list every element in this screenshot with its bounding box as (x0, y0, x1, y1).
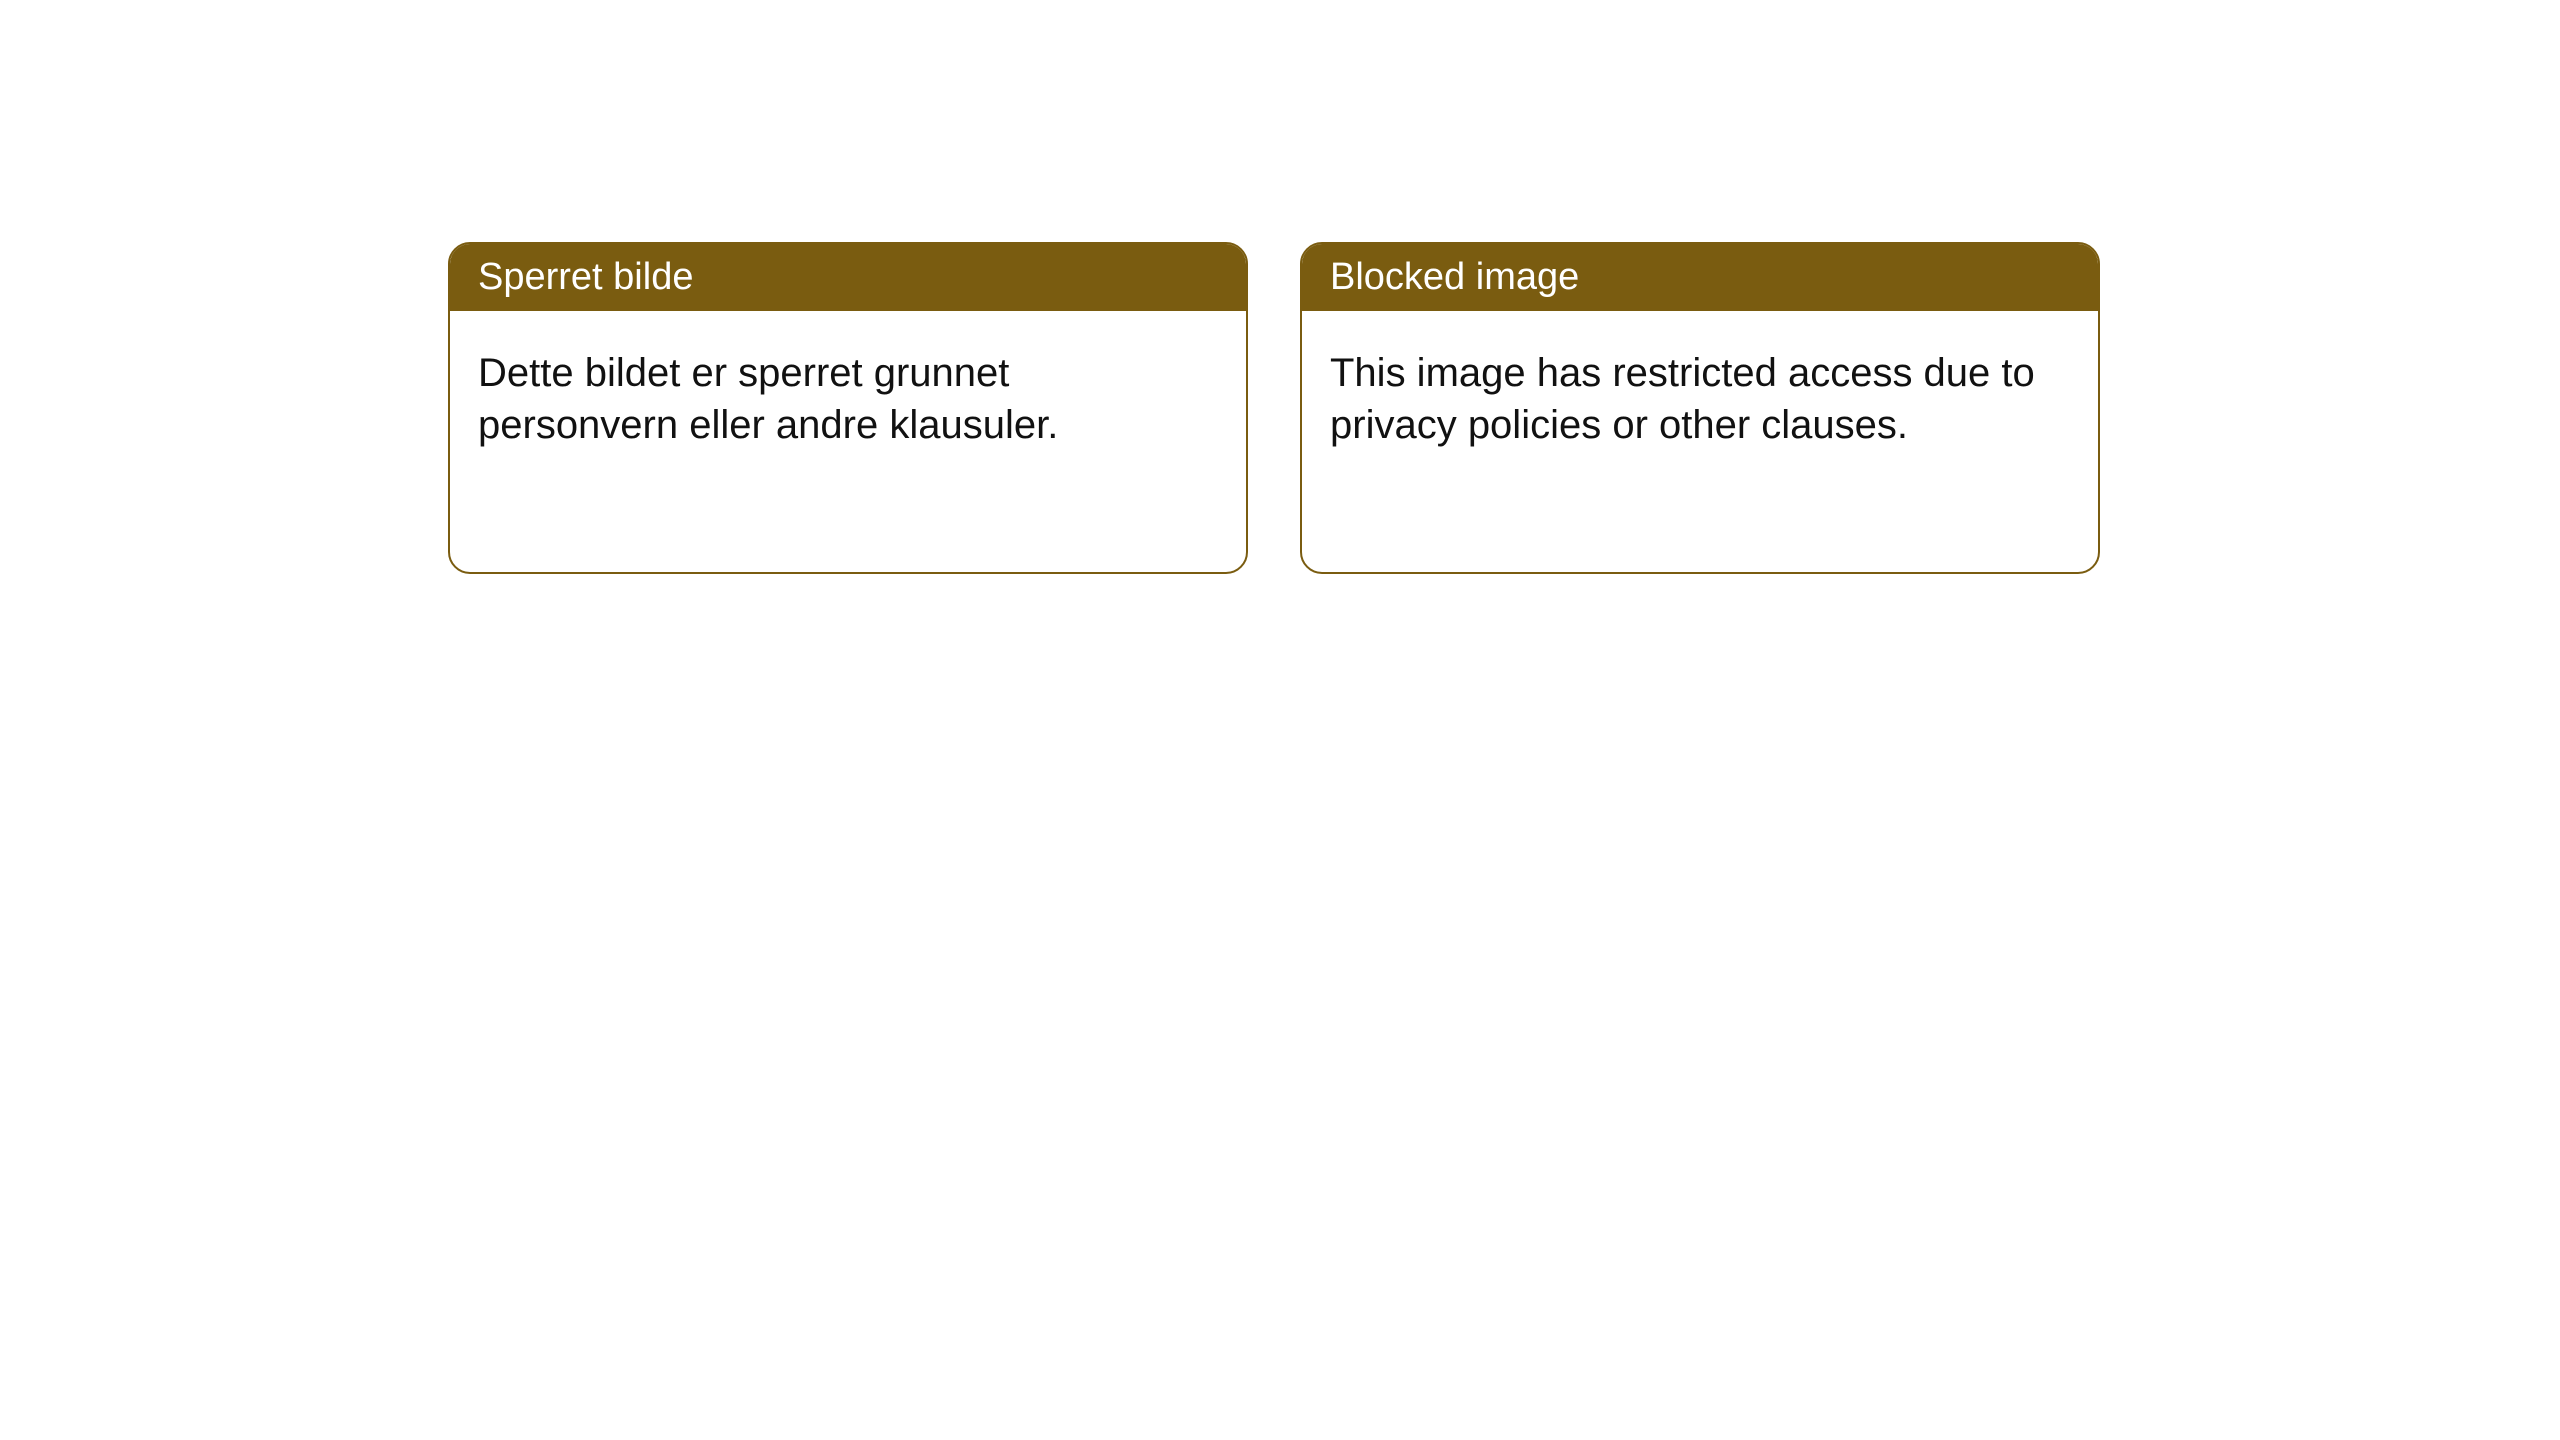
notice-header-en: Blocked image (1302, 244, 2098, 311)
notice-container: Sperret bilde Dette bildet er sperret gr… (0, 0, 2560, 574)
notice-body-en: This image has restricted access due to … (1302, 311, 2098, 487)
notice-title-en: Blocked image (1330, 256, 1579, 298)
notice-header-no: Sperret bilde (450, 244, 1246, 311)
notice-text-no: Dette bildet er sperret grunnet personve… (478, 351, 1058, 447)
notice-body-no: Dette bildet er sperret grunnet personve… (450, 311, 1246, 487)
notice-text-en: This image has restricted access due to … (1330, 351, 2035, 447)
notice-title-no: Sperret bilde (478, 256, 693, 298)
notice-card-en: Blocked image This image has restricted … (1300, 242, 2100, 574)
notice-card-no: Sperret bilde Dette bildet er sperret gr… (448, 242, 1248, 574)
